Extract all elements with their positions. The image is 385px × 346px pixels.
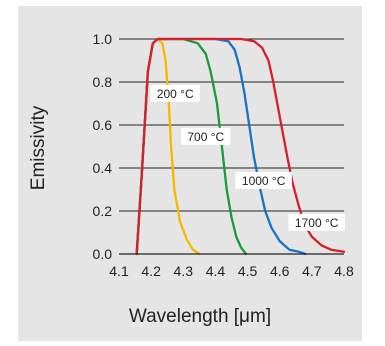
series-label: 200 °C [157,87,194,101]
series-labels: 200 °C 700 °C 1000 °C 1700 °C [150,84,345,231]
y-tick-label: 1.0 [93,31,113,47]
grid-lines [119,38,344,212]
series-label-bg [288,213,345,231]
x-tick-label: 4.4 [206,263,226,279]
x-axis-ticks: 4.1 4.2 4.3 4.4 4.5 4.6 4.7 4.8 [109,263,354,279]
series-label-bg [150,84,200,102]
y-tick-label: 0.4 [93,160,113,176]
series-line-1 [135,37,248,256]
y-axis-label: Emissivity [28,105,49,190]
y-tick-label: 0.2 [93,203,113,219]
x-tick-label: 4.3 [174,263,194,279]
emissivity-chart: 0.0 0.2 0.4 0.6 0.8 1.0 4.1 4.2 4.3 4.4 4.5 4.6 4.7… [28,31,354,327]
series-label: 700 °C [187,130,224,144]
x-tick-label: 4.5 [238,263,258,279]
series-line-3 [135,37,346,256]
x-axis-label: Wavelength [μm] [129,306,271,327]
y-tick-label: 0.6 [93,117,113,133]
series-line-0 [135,37,201,256]
x-tick-label: 4.6 [270,263,290,279]
x-tick-label: 4.7 [302,263,322,279]
x-tick-label: 4.1 [109,263,129,279]
y-axis-ticks: 0.0 0.2 0.4 0.6 0.8 1.0 [93,31,113,262]
series-label-bg [181,127,231,145]
y-tick-label: 0.0 [93,246,113,262]
x-tick-label: 4.8 [334,263,354,279]
chart-panel: 0.0 0.2 0.4 0.6 0.8 1.0 4.1 4.2 4.3 4.4 4.5 4.6 4.7… [18,6,362,341]
series-lines [135,37,346,256]
series-label: 1000 °C [242,174,286,188]
series-label: 1700 °C [295,216,339,230]
series-label-bg [235,171,292,189]
x-tick-label: 4.2 [141,263,161,279]
y-tick-label: 0.8 [93,74,113,90]
